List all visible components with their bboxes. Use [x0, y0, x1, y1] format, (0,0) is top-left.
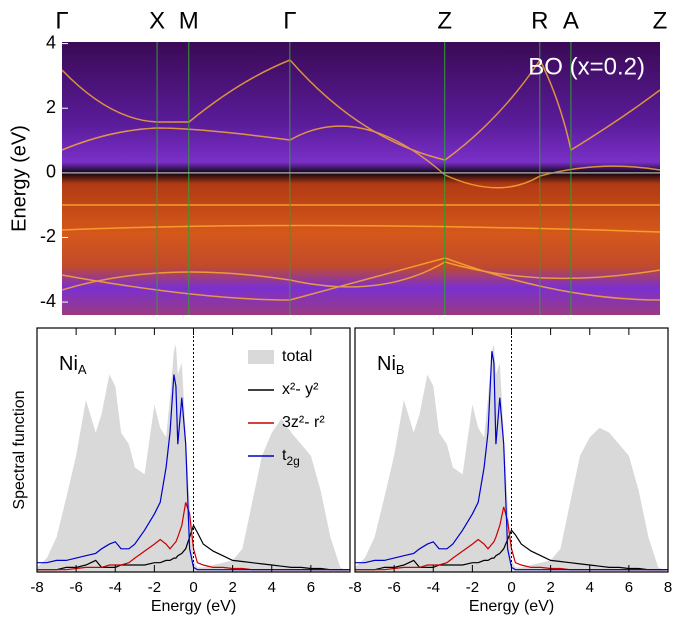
y-tick-label: 2 — [46, 97, 56, 117]
y-axis-label: Energy (eV) — [8, 125, 30, 232]
total-area — [37, 344, 350, 572]
y-tick-label: -4 — [40, 291, 56, 311]
k-point-label: Z — [437, 7, 452, 34]
x-tick-label: 8 — [664, 579, 672, 596]
legend-swatch — [248, 350, 274, 364]
x-tick-label: 0 — [189, 579, 197, 596]
x-axis-label: Energy (eV) — [151, 598, 236, 615]
x-tick-label: 2 — [546, 579, 554, 596]
k-point-label: X — [149, 7, 165, 34]
x-axis-label: Energy (eV) — [469, 598, 554, 615]
x-tick-label: 4 — [268, 579, 276, 596]
spectral-line — [355, 529, 668, 571]
x-tick-label: 2 — [228, 579, 236, 596]
legend-label: x²- y² — [282, 381, 319, 398]
x-tick-label: 6 — [307, 579, 315, 596]
panel-label: NiB — [377, 353, 405, 377]
spectral-map — [62, 42, 660, 315]
y-axis-label: Spectral function — [11, 390, 28, 509]
x-tick-label: -8 — [30, 579, 43, 596]
x-tick-label: -2 — [148, 579, 161, 596]
y-tick-label: -2 — [40, 226, 56, 246]
band-lines — [61, 58, 661, 301]
spectral-line — [37, 524, 350, 571]
k-point-label: M — [179, 7, 199, 34]
x-tick-label: 4 — [586, 579, 594, 596]
k-point-label: Γ — [55, 7, 68, 34]
x-tick-label: 6 — [625, 579, 633, 596]
y-tick-label: 4 — [46, 32, 56, 52]
y-tick-label: 0 — [46, 162, 56, 182]
spectral-line — [37, 374, 350, 571]
k-point-label: Z — [653, 7, 668, 34]
spectral-line — [355, 351, 668, 571]
total-area — [355, 344, 668, 572]
k-point-label: R — [531, 7, 548, 34]
panel-label: NiA — [59, 353, 87, 377]
x-tick-label: -2 — [466, 579, 479, 596]
legend-label: 3z²- r² — [282, 414, 325, 431]
band-line — [289, 58, 661, 161]
legend-label: total — [282, 348, 312, 365]
band-line — [61, 261, 661, 291]
x-tick-label: -6 — [69, 579, 82, 596]
band-line — [61, 224, 661, 233]
band-line — [61, 59, 291, 123]
x-tick-label: -8 — [348, 579, 361, 596]
band-line — [61, 257, 661, 301]
x-tick-label: -6 — [387, 579, 400, 596]
x-tick-label: 0 — [507, 579, 515, 596]
k-point-label: A — [563, 7, 579, 34]
x-tick-label: -4 — [109, 579, 122, 596]
legend-label: t2g — [282, 447, 300, 468]
x-tick-label: -4 — [427, 579, 440, 596]
annotation: BO (x=0.2) — [528, 53, 645, 80]
k-point-label: Γ — [283, 7, 296, 34]
